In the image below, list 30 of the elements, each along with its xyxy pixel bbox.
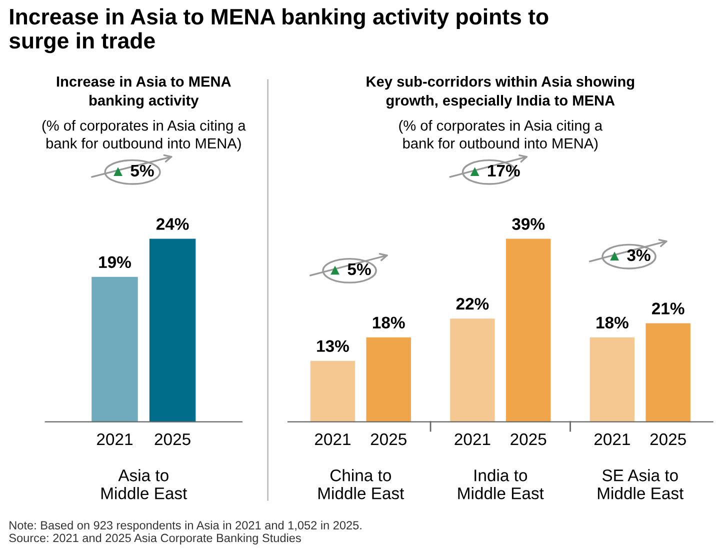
annotation: ▲ 3% bbox=[610, 249, 650, 262]
text: ▲ 5% bbox=[114, 164, 154, 177]
text: ▲ 17% bbox=[470, 164, 520, 177]
data-label: 22% bbox=[456, 298, 489, 310]
x-tick-label: 2025 bbox=[650, 433, 686, 446]
data-label: 19% bbox=[99, 256, 131, 268]
data-label: 18% bbox=[372, 316, 405, 329]
data-label: 24% bbox=[156, 218, 189, 230]
x-tick-label: 2025 bbox=[154, 433, 190, 446]
chart-subtitle: (% of corporates in Asia citing a bank for outbound into MENA) bbox=[42, 120, 246, 152]
x-tick-label: 2021 bbox=[97, 433, 132, 446]
data-label: 18% bbox=[596, 316, 628, 329]
annotation: ▲ 5% bbox=[330, 263, 371, 276]
text: Increase in Asia to MENA banking activity points to surge in trade bbox=[9, 8, 548, 54]
x-tick-label: 2021 bbox=[594, 433, 630, 446]
text: Asia to Middle East bbox=[101, 469, 188, 500]
data-label: 39% bbox=[512, 218, 545, 230]
data-label: 13% bbox=[317, 340, 349, 352]
chart-title: Key sub-corridors within Asia showing growth, especially India to MENA bbox=[366, 76, 634, 109]
text: China to Middle East bbox=[318, 469, 404, 500]
data-label: 21% bbox=[652, 302, 684, 314]
x-tick-label: 2025 bbox=[510, 433, 546, 446]
x-tick-label: 2021 bbox=[454, 433, 490, 446]
x-tick-label: 2025 bbox=[370, 433, 406, 446]
text: India to Middle East bbox=[458, 469, 544, 500]
chart-title: Increase in Asia to MENA banking activity bbox=[56, 76, 231, 109]
text: SE Asia to Middle East bbox=[598, 469, 684, 500]
text: Note: Based on 923 respondents in Asia in 2021 and 1,052 in 2025. Source: 2021 and 2025 Asia Corporate Banking Studies bbox=[9, 520, 362, 544]
chart-subtitle: (% of corporates in Asia citing a bank for outbound into MENA) bbox=[399, 120, 603, 152]
x-tick-label: 2021 bbox=[315, 433, 350, 446]
